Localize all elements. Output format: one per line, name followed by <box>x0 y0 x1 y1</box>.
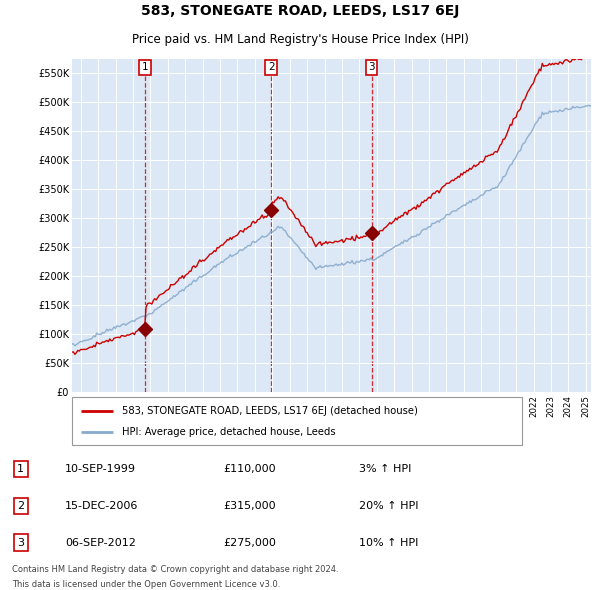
Text: £110,000: £110,000 <box>224 464 276 474</box>
Text: 583, STONEGATE ROAD, LEEDS, LS17 6EJ (detached house): 583, STONEGATE ROAD, LEEDS, LS17 6EJ (de… <box>121 405 418 415</box>
Text: 06-SEP-2012: 06-SEP-2012 <box>65 537 136 548</box>
Text: This data is licensed under the Open Government Licence v3.0.: This data is licensed under the Open Gov… <box>12 580 280 589</box>
Text: 583, STONEGATE ROAD, LEEDS, LS17 6EJ: 583, STONEGATE ROAD, LEEDS, LS17 6EJ <box>141 4 459 18</box>
Text: £315,000: £315,000 <box>224 501 276 511</box>
Text: 10-SEP-1999: 10-SEP-1999 <box>65 464 136 474</box>
Text: £275,000: £275,000 <box>224 537 277 548</box>
Text: 3: 3 <box>368 63 375 73</box>
Text: Price paid vs. HM Land Registry's House Price Index (HPI): Price paid vs. HM Land Registry's House … <box>131 32 469 45</box>
Text: 1: 1 <box>17 464 24 474</box>
Text: HPI: Average price, detached house, Leeds: HPI: Average price, detached house, Leed… <box>121 427 335 437</box>
Text: 20% ↑ HPI: 20% ↑ HPI <box>359 501 418 511</box>
FancyBboxPatch shape <box>72 397 522 445</box>
Text: 3: 3 <box>17 537 24 548</box>
Text: 15-DEC-2006: 15-DEC-2006 <box>65 501 138 511</box>
Text: 3% ↑ HPI: 3% ↑ HPI <box>359 464 411 474</box>
Text: 2: 2 <box>268 63 275 73</box>
Text: Contains HM Land Registry data © Crown copyright and database right 2024.: Contains HM Land Registry data © Crown c… <box>12 565 338 574</box>
Text: 1: 1 <box>142 63 148 73</box>
Text: 10% ↑ HPI: 10% ↑ HPI <box>359 537 418 548</box>
Text: 2: 2 <box>17 501 24 511</box>
